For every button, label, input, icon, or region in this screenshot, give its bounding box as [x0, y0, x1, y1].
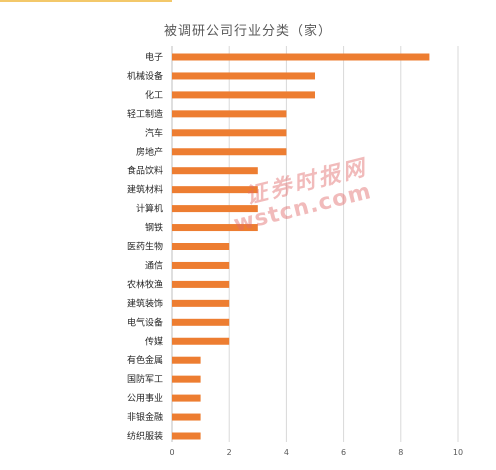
x-tick-label: 0	[169, 448, 174, 457]
bar	[172, 148, 287, 156]
category-label: 农林牧渔	[127, 278, 163, 290]
category-label: 电气设备	[127, 316, 163, 328]
bar-layer	[172, 53, 430, 440]
category-label: 传媒	[145, 335, 163, 347]
category-label: 化工	[145, 89, 163, 101]
bar	[172, 53, 430, 61]
category-label: 纺织服装	[127, 430, 163, 442]
bar	[172, 299, 230, 307]
bar	[172, 356, 201, 364]
x-tick-label: 4	[284, 448, 289, 457]
bar	[172, 167, 258, 175]
bar	[172, 261, 230, 269]
x-tick-label: 6	[341, 448, 346, 457]
bar	[172, 432, 201, 440]
x-tick-label: 8	[398, 448, 403, 457]
category-label: 食品饮料	[127, 165, 163, 177]
bar	[172, 413, 201, 421]
bar	[172, 375, 201, 383]
bar	[172, 110, 287, 118]
bar	[172, 129, 287, 137]
category-label: 国防军工	[127, 373, 163, 385]
top-frame-line	[0, 0, 172, 2]
category-labels: 电子机械设备化工轻工制造汽车房地产食品饮料建筑材料计算机钢铁医药生物通信农林牧渔…	[127, 51, 163, 442]
chart-title: 被调研公司行业分类（家）	[163, 24, 332, 39]
category-label: 计算机	[136, 203, 163, 215]
x-tick-label: 10	[453, 448, 463, 457]
bar	[172, 186, 258, 194]
category-label: 房地产	[136, 146, 163, 158]
category-label: 电子	[145, 51, 163, 63]
category-label: 医药生物	[127, 241, 163, 253]
category-label: 建筑材料	[127, 184, 163, 196]
x-axis-ticks: 0 2 4 6 8 10	[169, 448, 463, 457]
category-label: 轻工制造	[127, 108, 163, 120]
category-label: 机械设备	[127, 70, 163, 82]
category-label: 建筑装饰	[127, 297, 163, 309]
category-label: 公用事业	[127, 392, 163, 404]
bar	[172, 337, 230, 345]
category-label: 通信	[145, 259, 163, 271]
bar	[172, 205, 258, 213]
category-label: 汽车	[145, 127, 163, 139]
bar	[172, 280, 230, 288]
category-label: 有色金属	[127, 354, 163, 366]
category-label: 非银金融	[127, 411, 163, 423]
bar	[172, 243, 230, 250]
category-label: 钢铁	[145, 222, 163, 234]
bar	[172, 91, 315, 99]
bar	[172, 72, 315, 80]
bar	[172, 394, 201, 402]
x-tick-label: 2	[227, 448, 232, 457]
bar	[172, 224, 258, 232]
bar	[172, 318, 230, 326]
